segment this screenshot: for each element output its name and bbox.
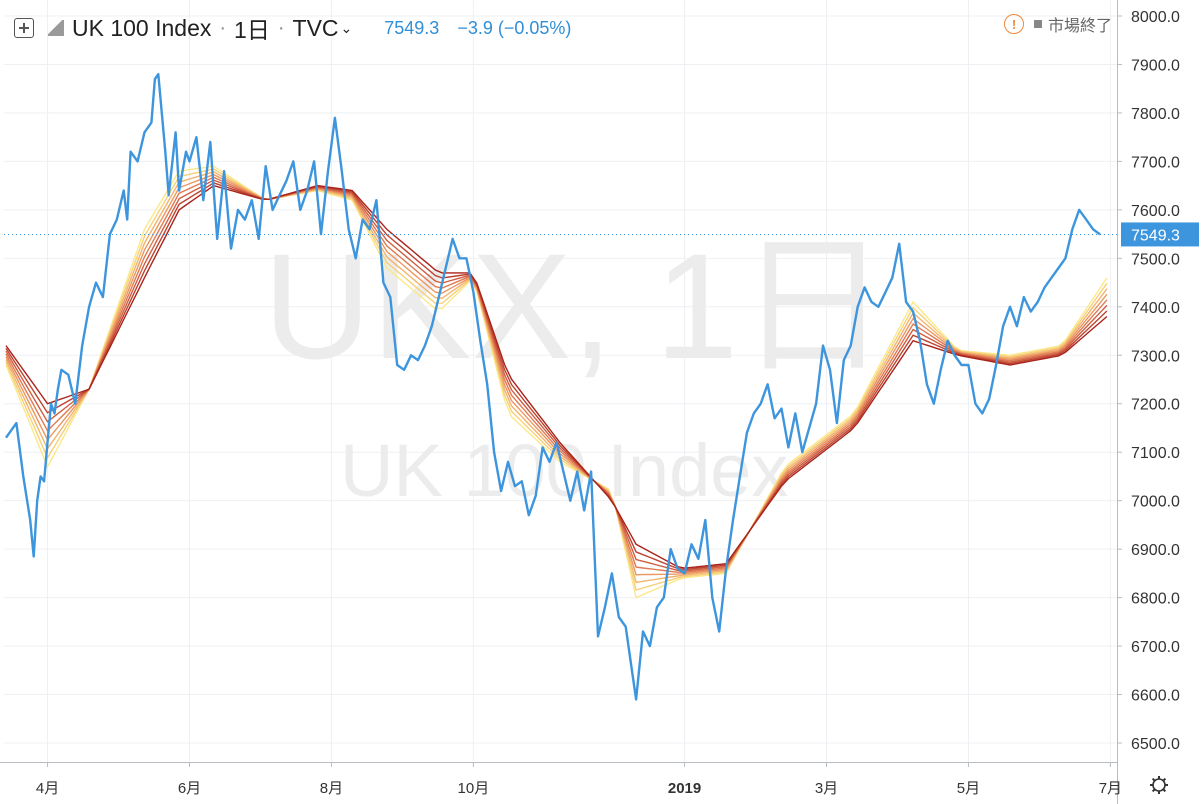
ma-line: [5, 184, 1108, 569]
symbol-title[interactable]: UK 100 Index: [72, 14, 212, 41]
time-tick-label: 2019: [668, 780, 701, 797]
chart-header: UK 100 Index · 1日 · TVC ⌄ 7549.3 −3.9 (−…: [14, 10, 571, 46]
price-line: [5, 73, 1101, 701]
price-tick-label: 7900.0: [1131, 57, 1180, 74]
chevron-down-icon[interactable]: ⌄: [340, 19, 353, 36]
chart-grid: [4, 0, 1117, 762]
time-axis: 4月 6月 8月 10月 2019 3月 5月 7月: [0, 762, 1168, 797]
time-tick-label: 3月: [815, 780, 838, 797]
price-tick-label: 7000.0: [1131, 494, 1180, 511]
watermark-symbol: UKX, 1日: [263, 222, 888, 390]
symbol-watermark: UKX, 1日 UK 100 Index: [263, 222, 888, 512]
ma-line: [5, 171, 1108, 584]
price-tick-label: 7600.0: [1131, 203, 1180, 220]
last-price-tag-bg: [1121, 222, 1199, 247]
price-tick-label: 6600.0: [1131, 688, 1180, 705]
warning-circle-icon[interactable]: !: [1003, 14, 1024, 34]
ma-line: [5, 165, 1108, 599]
separator-dot: ·: [219, 16, 227, 39]
time-tick-label: 7月: [1099, 780, 1122, 797]
add-symbol-icon[interactable]: [14, 18, 34, 38]
price-tick-label: 7800.0: [1131, 106, 1180, 123]
market-status-text: 市場終了: [1047, 18, 1112, 35]
price-tick-label: 6500.0: [1131, 736, 1180, 753]
square-icon: [1033, 20, 1042, 28]
price-axis: 8000.0 7900.0 7800.0 7700.0 7600.0 7500.0 7400…: [1117, 0, 1180, 804]
last-price-tag-text: 7549.3: [1131, 227, 1180, 244]
gear-icon[interactable]: [1150, 776, 1168, 794]
market-status: ! 市場終了: [1003, 12, 1112, 36]
price-tick-label: 6900.0: [1131, 542, 1180, 559]
price-tick-label: 7400.0: [1131, 300, 1180, 317]
price-change: −3.9 (−0.05%): [457, 17, 572, 38]
price-tick-label: 7100.0: [1131, 445, 1180, 462]
price-tick-label: 6700.0: [1131, 639, 1180, 656]
separator-dot: ·: [277, 16, 285, 39]
price-tick-label: 7500.0: [1131, 251, 1180, 268]
interval-label[interactable]: 1日: [234, 17, 270, 43]
price-series: [5, 73, 1101, 701]
last-price-tag: 7549.3: [1121, 222, 1199, 247]
ma-ribbon: [5, 165, 1108, 599]
ma-line: [5, 168, 1108, 591]
price-tick-label: 6800.0: [1131, 591, 1180, 608]
last-price: 7549.3: [384, 17, 440, 38]
price-tick-label: 7200.0: [1131, 397, 1180, 414]
exchange-label[interactable]: TVC: [292, 14, 339, 41]
flag-icon: [48, 20, 64, 36]
ma-line: [5, 182, 1108, 571]
price-tick-label: 7300.0: [1131, 348, 1180, 365]
ma-line: [5, 173, 1108, 576]
time-tick-label: 5月: [957, 780, 980, 797]
time-tick-label: 10月: [458, 780, 490, 797]
time-tick-label: 8月: [320, 780, 343, 797]
price-tick-label: 8000.0: [1131, 9, 1180, 26]
time-tick-label: 4月: [36, 780, 59, 797]
price-tick-label: 7700.0: [1131, 154, 1180, 171]
time-tick-label: 6月: [178, 780, 201, 797]
